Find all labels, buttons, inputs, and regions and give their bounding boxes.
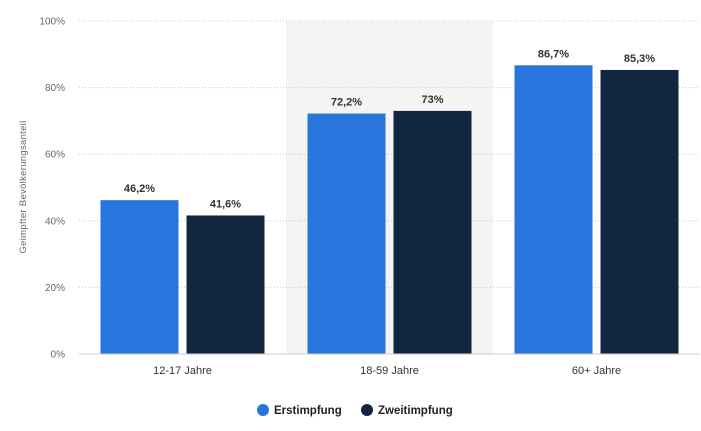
bar-zweitimpfung-18-59-jahre[interactable] [393,110,472,354]
legend-label-zweitimpfung: Zweitimpfung [378,405,453,417]
legend-marker-zweitimpfung [361,404,373,416]
y-tick-label: 40% [45,216,65,227]
data-label-erstimpfung-12-17-jahre: 46,2% [124,183,155,195]
bar-erstimpfung-60-jahre[interactable] [514,65,593,354]
x-tick-label: 18-59 Jahre [360,365,419,377]
y-tick-label: 0% [51,350,66,361]
bar-zweitimpfung-60-jahre[interactable] [600,69,679,355]
bar-erstimpfung-12-17-jahre[interactable] [100,200,179,354]
y-tick-label: 60% [45,150,65,161]
bar-zweitimpfung-12-17-jahre[interactable] [186,215,265,354]
x-tick-label: 12-17 Jahre [153,365,212,377]
y-axis-title: Geimpfter Bevölkerungsanteil [18,120,29,253]
data-label-erstimpfung-18-59-jahre: 72,2% [331,97,362,109]
chart-legend: Erstimpfung Zweitimpfung [257,404,453,417]
data-label-zweitimpfung-18-59-jahre: 73% [421,94,443,106]
legend-marker-erstimpfung [257,404,269,416]
data-label-erstimpfung-60-jahre: 86,7% [538,48,569,60]
y-tick-label: 20% [45,283,65,294]
y-tick-label: 100% [39,17,65,28]
data-label-zweitimpfung-60-jahre: 85,3% [624,53,655,65]
bar-erstimpfung-18-59-jahre[interactable] [307,113,386,354]
data-label-zweitimpfung-12-17-jahre: 41,6% [210,198,241,210]
x-tick-label: 60+ Jahre [572,365,621,377]
y-tick-label: 80% [45,83,65,94]
legend-label-erstimpfung: Erstimpfung [274,405,342,417]
